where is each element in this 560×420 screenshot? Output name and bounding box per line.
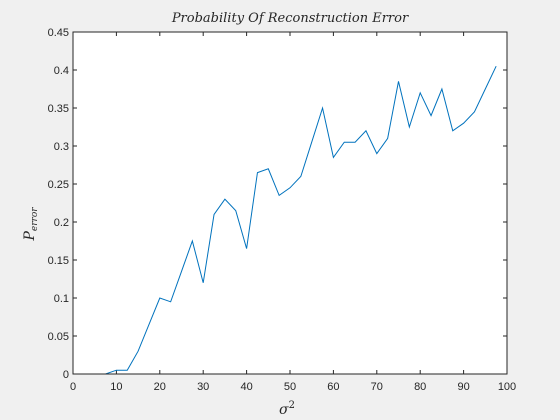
y-tick-labels: 0 0.05 0.1 0.15 0.2 0.25 0.3 0.35 0.4 0.45 [48,27,69,381]
y-tick-label: 0.35 [48,103,69,115]
plot-frame [72,31,508,375]
x-tick-label: 50 [284,381,296,393]
y-axis-title: Perror [22,207,40,242]
y-tick-label: 0.05 [48,331,69,343]
x-tick-label: 100 [498,381,516,393]
y-tick-label: 0.15 [48,255,69,267]
x-axis-title: σ2 [279,400,295,418]
y-tick-label: 0.2 [54,217,69,229]
x-tick-label: 20 [154,381,166,393]
y-tick-label: 0.4 [54,65,69,77]
x-tick-label: 0 [70,381,76,393]
y-tick-label: 0 [63,369,69,381]
chart-title: Probability Of Reconstruction Error [171,11,409,26]
series-line [73,65,497,375]
y-tick-label: 0.25 [48,179,69,191]
x-tick-labels: 0 10 20 30 40 50 60 70 80 90 100 [70,381,516,393]
x-tick-label: 60 [327,381,339,393]
y-tick-label: 0.1 [54,293,69,305]
x-tick-label: 30 [197,381,209,393]
x-tick-label: 70 [371,381,383,393]
x-tick-label: 80 [414,381,426,393]
plot-area [73,32,507,374]
y-tick-label: 0.3 [54,141,69,153]
x-tick-label: 10 [110,381,122,393]
y-tick-label: 0.45 [48,27,69,39]
x-tick-label: 90 [457,381,469,393]
x-tick-label: 40 [240,381,252,393]
